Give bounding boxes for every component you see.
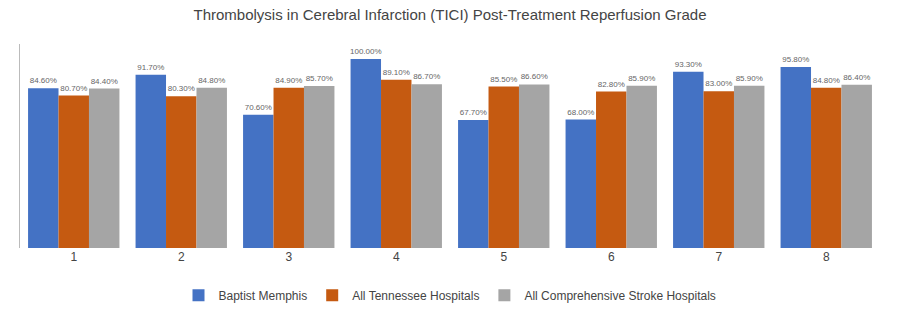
- svg-text:4: 4: [393, 250, 400, 264]
- svg-text:93.30%: 93.30%: [675, 60, 702, 69]
- svg-text:1: 1: [70, 250, 77, 264]
- svg-text:7: 7: [715, 250, 722, 264]
- svg-text:Baptist Memphis: Baptist Memphis: [219, 289, 308, 303]
- svg-text:89.10%: 89.10%: [383, 68, 410, 77]
- svg-text:86.70%: 86.70%: [413, 72, 440, 81]
- svg-text:8: 8: [823, 250, 830, 264]
- svg-text:85.50%: 85.50%: [490, 75, 517, 84]
- svg-text:70.60%: 70.60%: [245, 103, 272, 112]
- svg-text:85.90%: 85.90%: [628, 74, 655, 83]
- svg-text:Thrombolysis in Cerebral Infar: Thrombolysis in Cerebral Infarction (TIC…: [194, 6, 707, 23]
- svg-text:80.70%: 80.70%: [60, 84, 87, 93]
- svg-text:67.70%: 67.70%: [460, 108, 487, 117]
- svg-text:86.60%: 86.60%: [521, 72, 548, 81]
- svg-text:84.40%: 84.40%: [91, 77, 118, 86]
- svg-text:84.60%: 84.60%: [30, 76, 57, 85]
- svg-text:86.40%: 86.40%: [843, 73, 870, 82]
- svg-text:85.90%: 85.90%: [736, 74, 763, 83]
- svg-text:2: 2: [178, 250, 185, 264]
- svg-text:100.00%: 100.00%: [350, 47, 382, 56]
- svg-text:85.70%: 85.70%: [306, 74, 333, 83]
- svg-text:82.80%: 82.80%: [598, 80, 625, 89]
- svg-text:5: 5: [500, 250, 507, 264]
- svg-text:All Comprehensive Stroke Hospi: All Comprehensive Stroke Hospitals: [524, 289, 715, 303]
- svg-text:3: 3: [285, 250, 292, 264]
- svg-text:84.90%: 84.90%: [275, 76, 302, 85]
- svg-text:80.30%: 80.30%: [168, 84, 195, 93]
- svg-text:All Tennessee Hospitals: All Tennessee Hospitals: [352, 289, 479, 303]
- svg-text:6: 6: [608, 250, 615, 264]
- svg-text:91.70%: 91.70%: [137, 63, 164, 72]
- svg-text:68.00%: 68.00%: [567, 108, 594, 117]
- svg-text:95.80%: 95.80%: [782, 55, 809, 64]
- svg-text:84.80%: 84.80%: [198, 76, 225, 85]
- svg-text:83.00%: 83.00%: [705, 79, 732, 88]
- svg-text:84.80%: 84.80%: [813, 76, 840, 85]
